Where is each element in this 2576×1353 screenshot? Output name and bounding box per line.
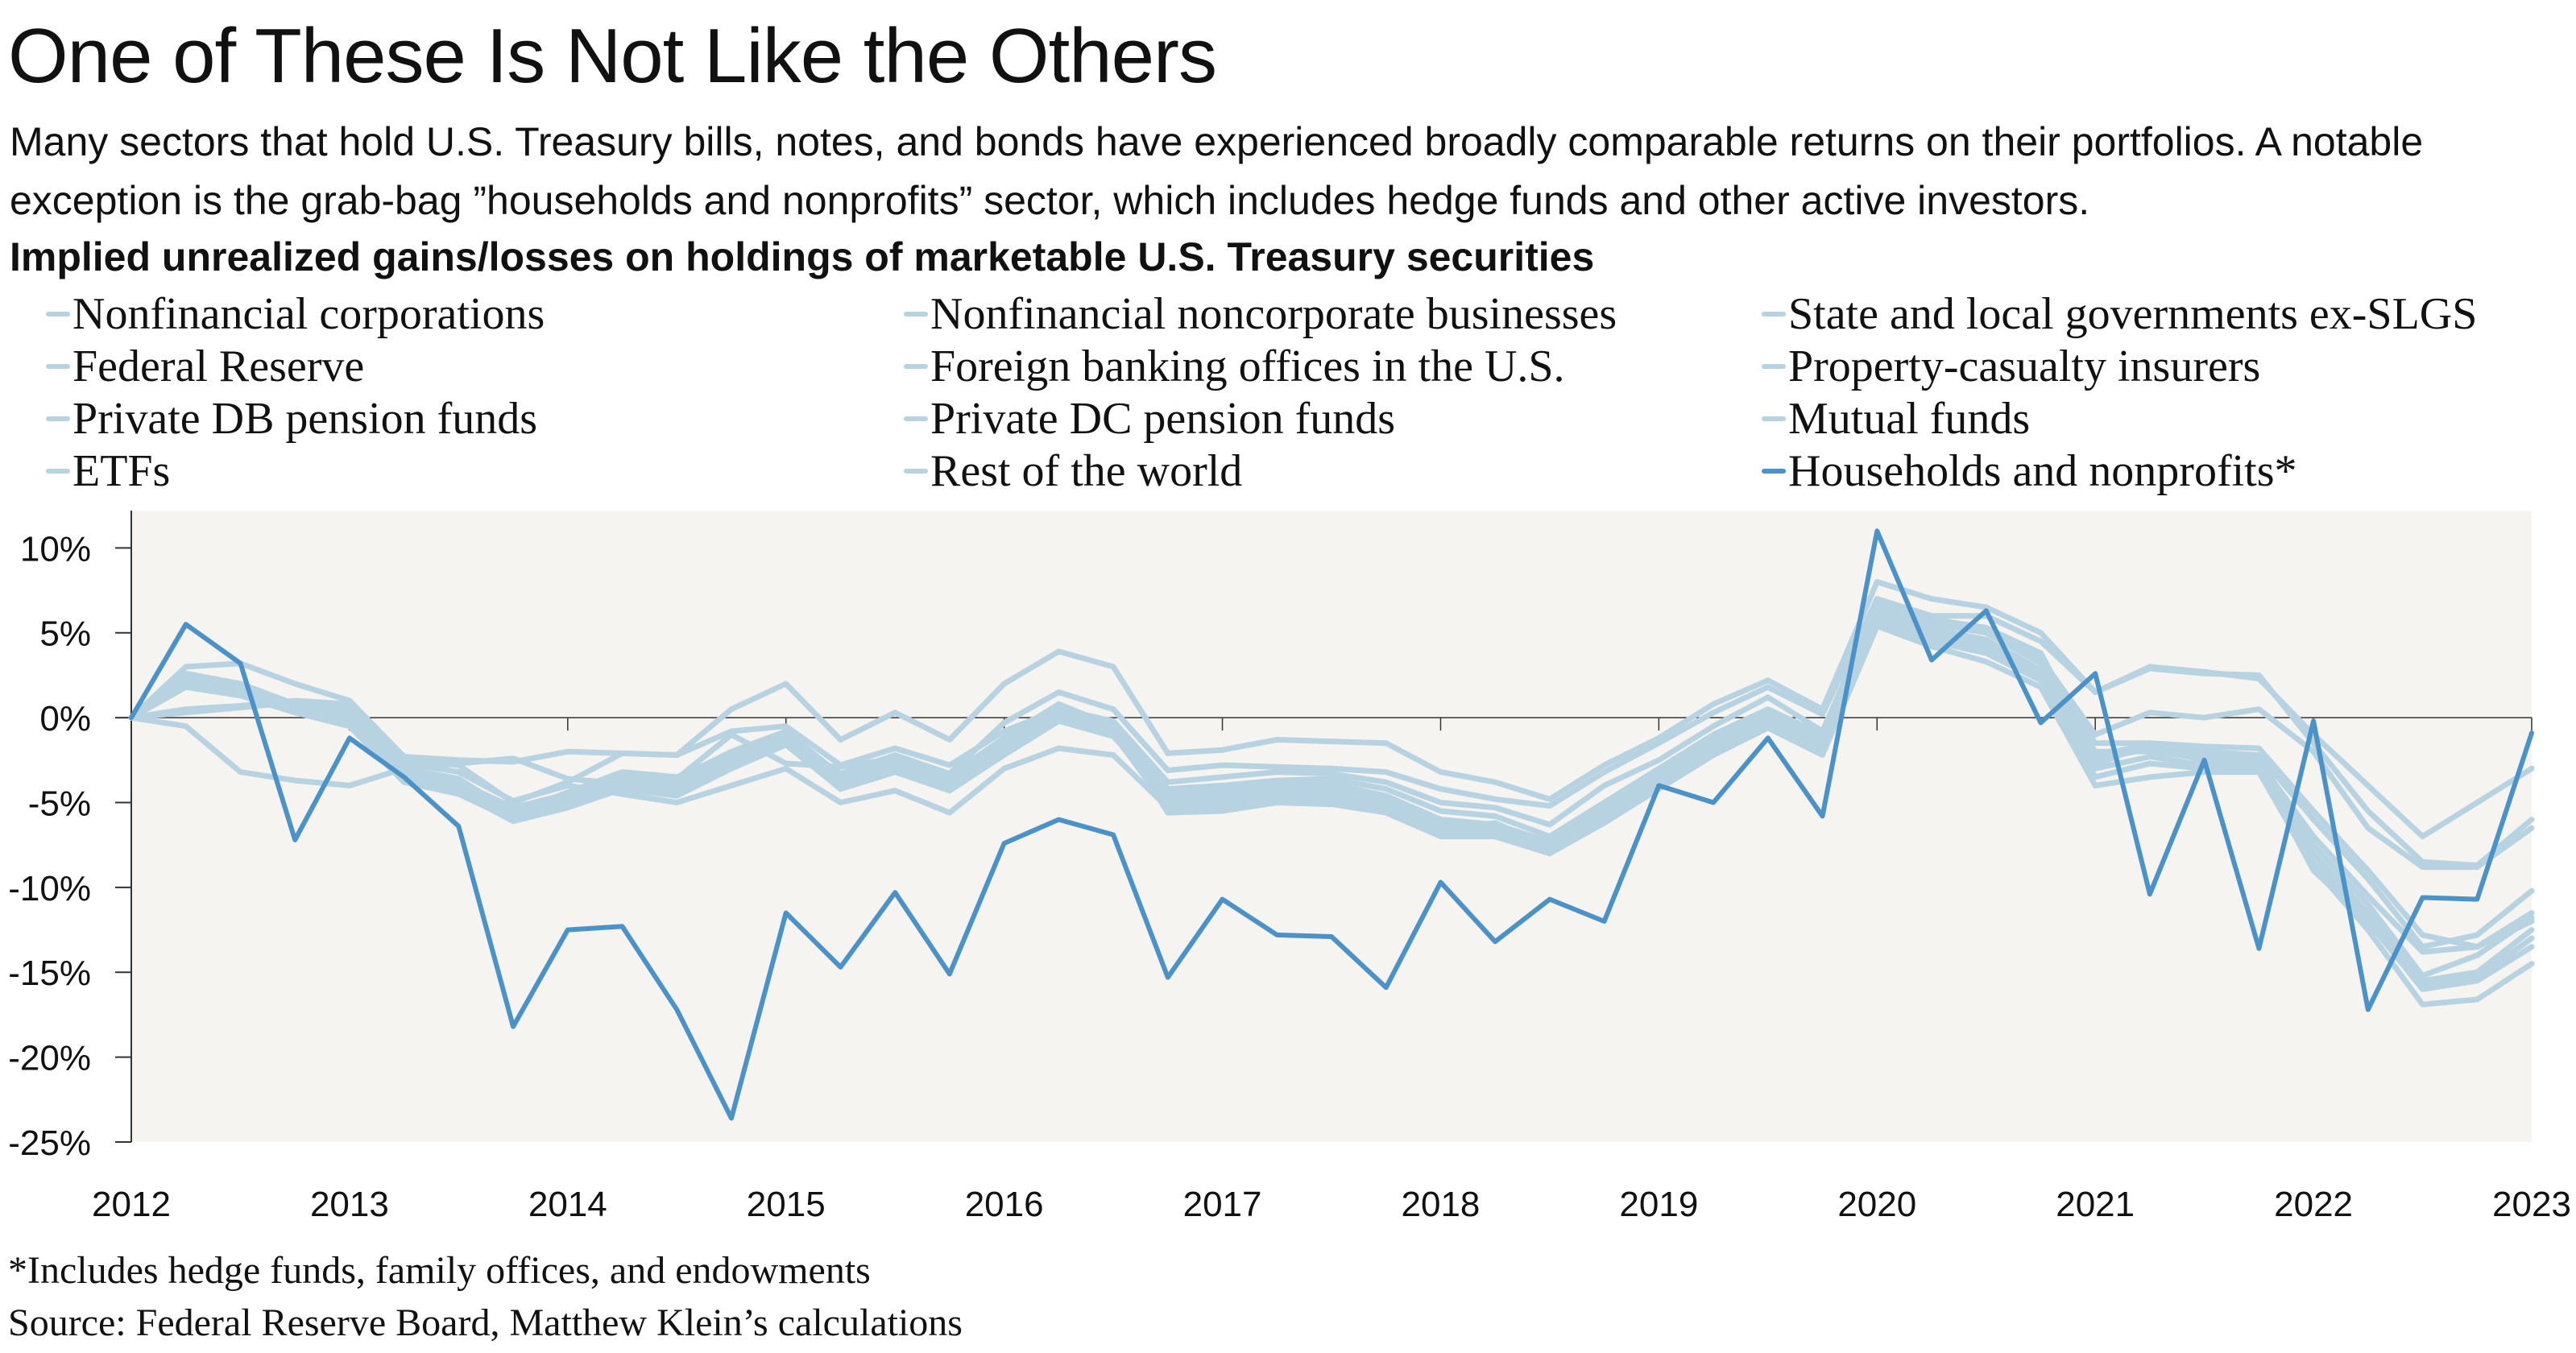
legend-label: Rest of the world [930, 446, 1243, 496]
legend-item: Nonfinancial noncorporate businesses [904, 288, 1617, 340]
legend-item: State and local governments ex-SLGS [1762, 288, 2477, 340]
legend-swatch [904, 364, 928, 369]
legend-swatch [46, 312, 70, 317]
plot-background [131, 511, 2532, 1142]
x-tick-label: 2021 [2056, 1185, 2135, 1224]
series-line-state-and-local-governments-ex-slgs [128, 596, 2535, 868]
y-tick-label: -5% [28, 784, 91, 823]
y-tick-label: -25% [8, 1123, 91, 1163]
chart-heading: Implied unrealized gains/losses on holdi… [10, 234, 1595, 279]
legend-swatch [904, 312, 928, 317]
series-line-households-and-nonprofits [129, 528, 2534, 1121]
legend-label: ETFs [72, 446, 171, 496]
x-tick-label: 2020 [1837, 1185, 1916, 1224]
legend-swatch [1762, 364, 1786, 369]
y-tick-label: -15% [8, 954, 91, 993]
x-tick-label: 2022 [2274, 1185, 2353, 1224]
chart-title: One of These Is Not Like the Others [8, 13, 1217, 99]
series-line-mutual-funds [128, 623, 2535, 1008]
legend-swatch [46, 364, 70, 369]
legend-label: State and local governments ex-SLGS [1788, 289, 2478, 339]
legend-label: Nonfinancial corporations [72, 289, 545, 339]
y-tick-label: -20% [8, 1039, 91, 1078]
legend-swatch [904, 469, 928, 474]
legend-swatch [46, 469, 70, 474]
footnote: *Includes hedge funds, family offices, a… [8, 1249, 871, 1292]
legend-item: Rest of the world [904, 445, 1242, 497]
legend-label: Federal Reserve [72, 341, 365, 391]
y-tick-label: -10% [8, 869, 91, 908]
legend-item: Property-casualty insurers [1762, 341, 2260, 392]
legend-item: Private DB pension funds [46, 393, 537, 445]
legend-label: Nonfinancial noncorporate businesses [930, 289, 1617, 339]
legend-item: Federal Reserve [46, 341, 364, 392]
legend-swatch [904, 416, 928, 421]
legend-item: Private DC pension funds [904, 393, 1395, 445]
y-tick-label: 0% [39, 699, 91, 739]
legend-label: Private DB pension funds [72, 394, 538, 444]
legend-label: Foreign banking offices in the U.S. [930, 341, 1565, 391]
legend-label: Mutual funds [1788, 394, 2031, 444]
x-tick-label: 2014 [528, 1185, 607, 1224]
series-line-private-dc-pension-funds [128, 621, 2535, 992]
source-note: Source: Federal Reserve Board, Matthew K… [8, 1301, 963, 1344]
x-tick-label: 2015 [747, 1185, 826, 1224]
legend-item: Foreign banking offices in the U.S. [904, 341, 1565, 392]
legend-swatch [1762, 416, 1786, 421]
legend-item: Nonfinancial corporations [46, 288, 545, 340]
legend-item: Households and nonprofits* [1762, 445, 2297, 497]
legend-swatch [1762, 469, 1786, 474]
x-tick-label: 2019 [1619, 1185, 1698, 1224]
x-tick-label: 2013 [310, 1185, 389, 1224]
legend-label: Property-casualty insurers [1788, 341, 2261, 391]
y-tick-label: 10% [20, 529, 91, 569]
series-line-rest-of-the-world [128, 604, 2535, 979]
legend-label: Private DC pension funds [930, 394, 1396, 444]
x-tick-label: 2017 [1183, 1185, 1262, 1224]
legend-item: ETFs [46, 445, 170, 497]
legend-swatch [1762, 312, 1786, 317]
legend-label: Households and nonprofits* [1788, 446, 2297, 496]
x-tick-label: 2016 [965, 1185, 1044, 1224]
x-tick-label: 2018 [1402, 1185, 1481, 1224]
x-tick-label: 2012 [92, 1185, 171, 1224]
y-tick-label: 5% [39, 614, 91, 654]
legend-item: Mutual funds [1762, 393, 2030, 445]
legend-swatch [46, 416, 70, 421]
x-tick-label: 2023 [2492, 1185, 2571, 1224]
chart-subtitle: Many sectors that hold U.S. Treasury bil… [10, 119, 2424, 223]
